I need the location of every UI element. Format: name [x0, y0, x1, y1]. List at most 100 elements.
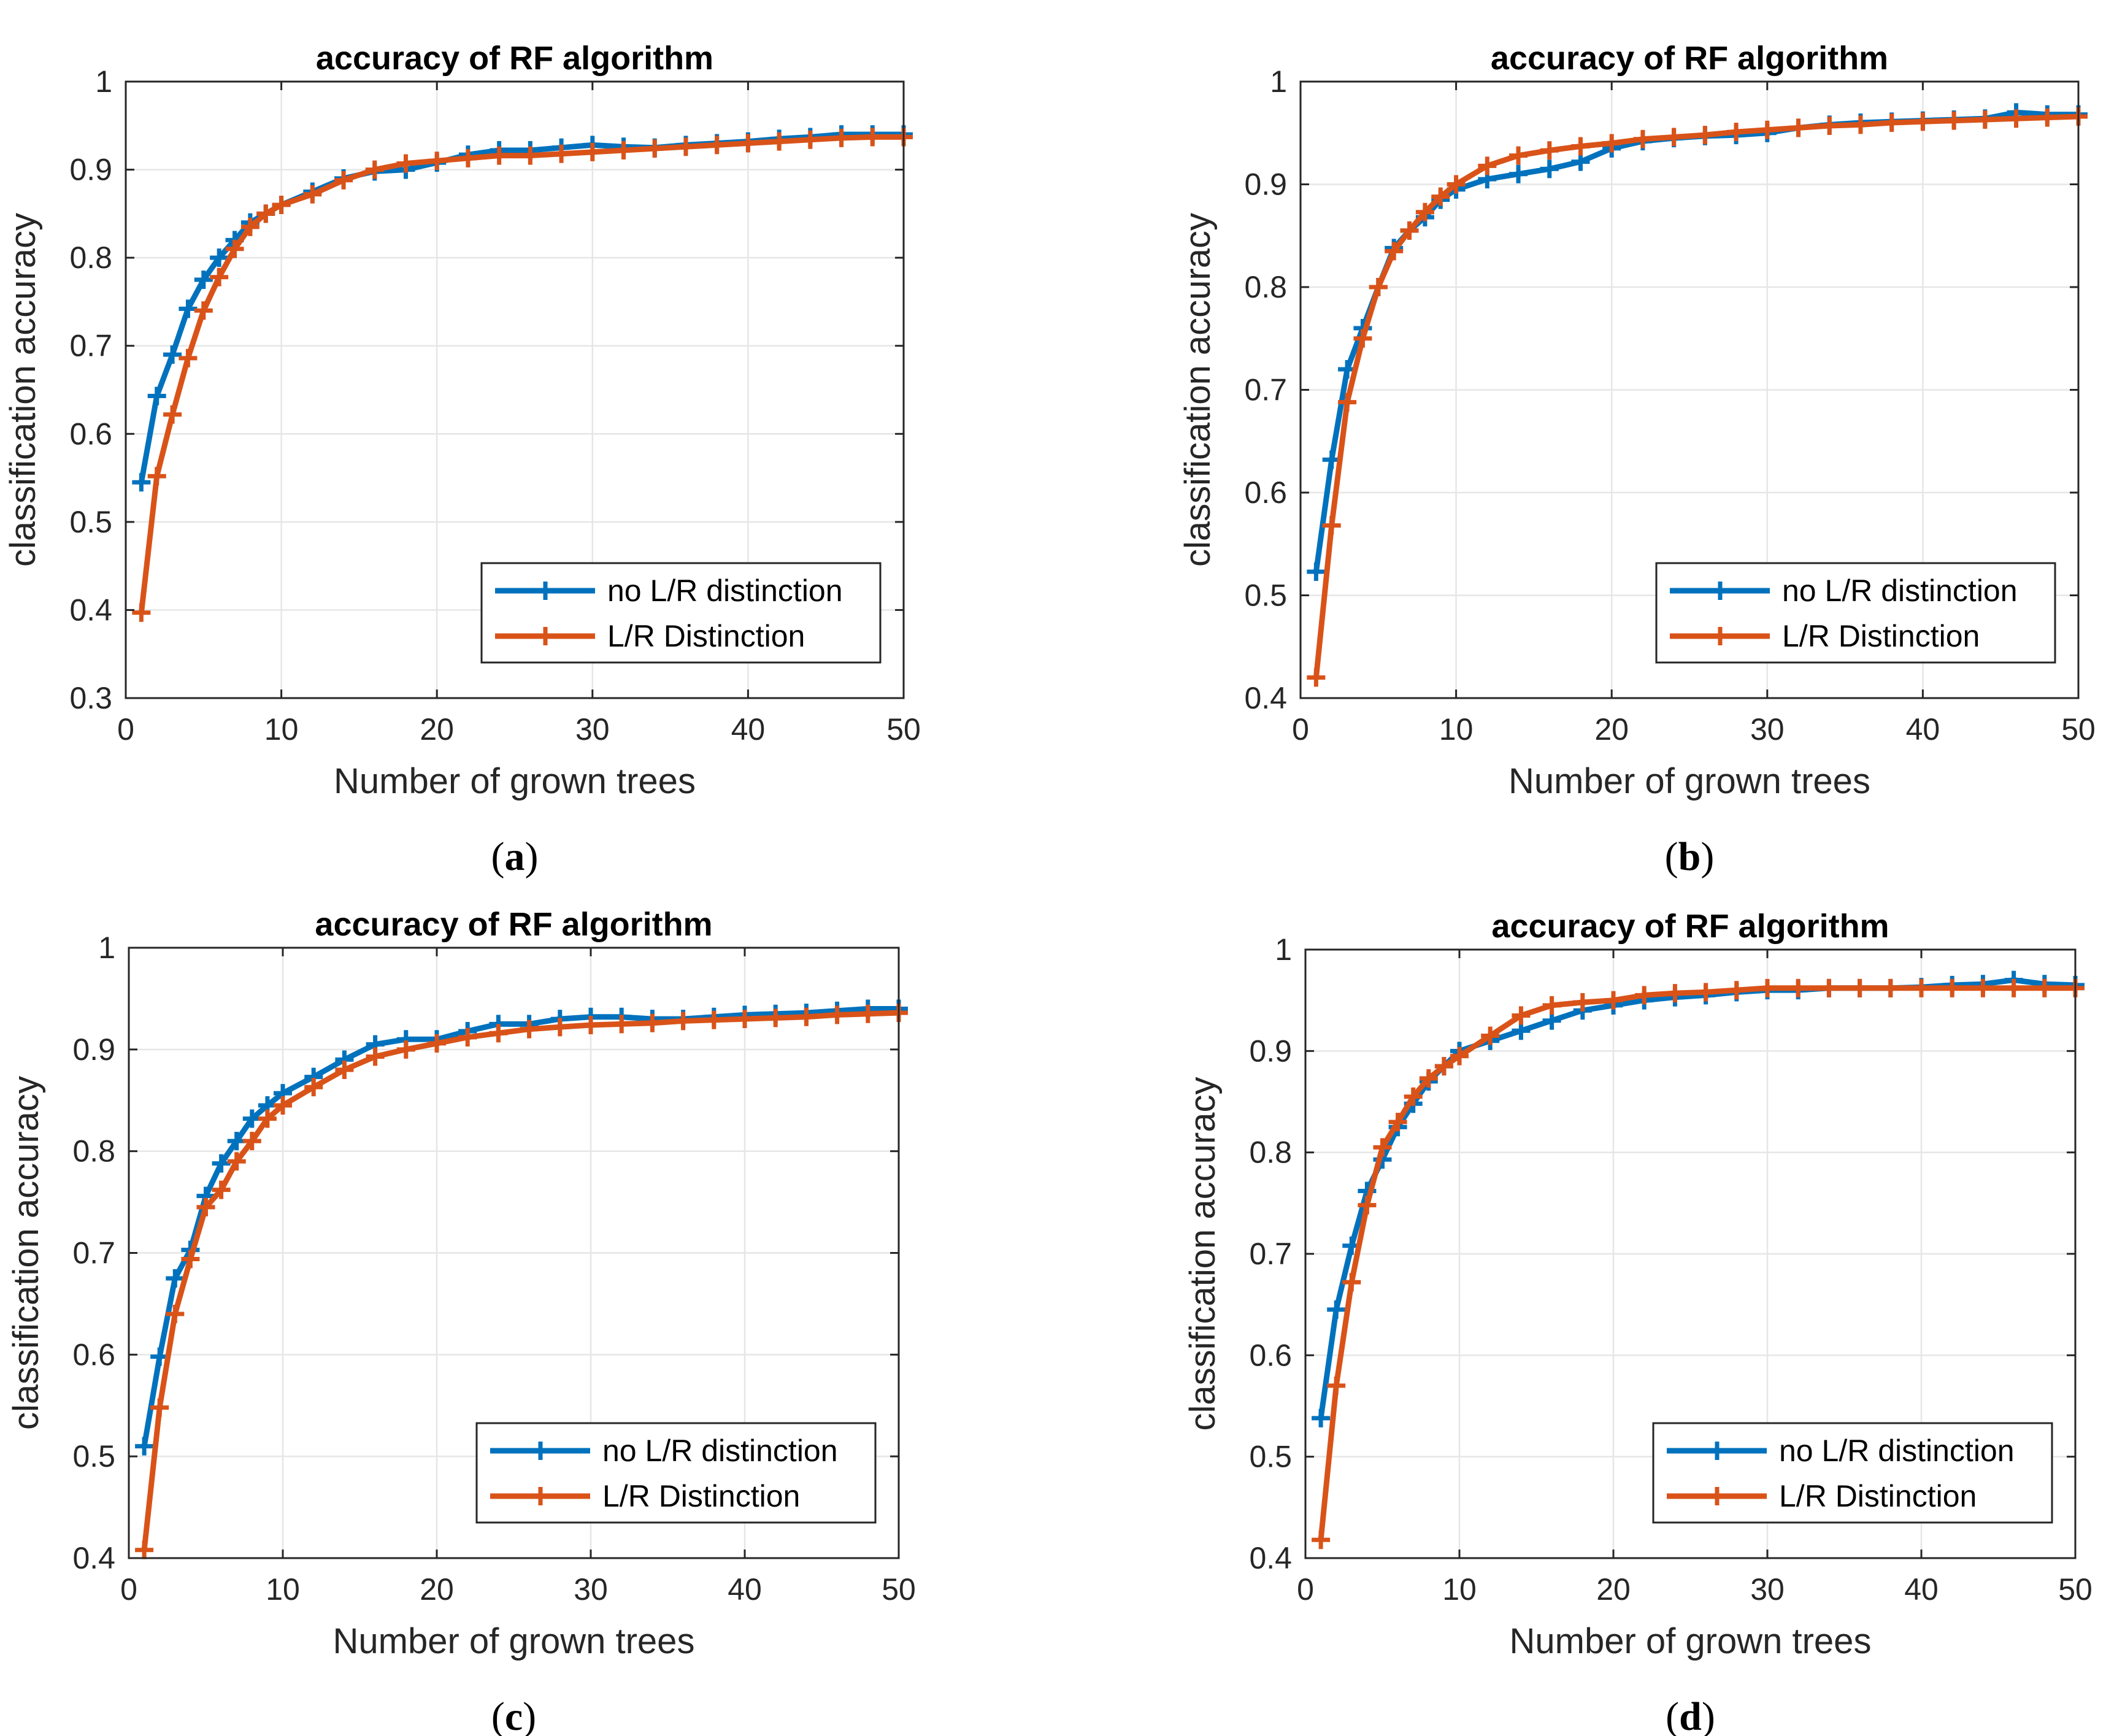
y-axis-label: classification accuracy — [1178, 213, 1218, 567]
data-point-marker — [1327, 1376, 1346, 1395]
legend-label: no L/R distinction — [1779, 1434, 2015, 1468]
data-point-marker — [1478, 156, 1497, 175]
data-point-marker — [1353, 329, 1372, 348]
data-point-marker — [736, 1010, 754, 1029]
data-point-marker — [225, 239, 244, 258]
y-tick-label: 0.9 — [1249, 1034, 1292, 1068]
legend-label: no L/R distinction — [602, 1434, 838, 1468]
data-point-marker — [196, 1197, 215, 1216]
y-tick-label: 0.4 — [1244, 681, 1287, 715]
data-point-marker — [583, 142, 602, 161]
data-point-marker — [1851, 115, 1870, 134]
data-point-marker — [428, 1034, 446, 1053]
y-tick-label: 0.6 — [69, 417, 112, 451]
x-tick-label: 0 — [1297, 1572, 1314, 1607]
data-point-marker — [1307, 562, 1326, 581]
panel-caption-letter: c — [505, 1694, 523, 1736]
data-point-marker — [458, 148, 477, 167]
data-point-marker — [676, 137, 695, 156]
y-tick-label: 0.9 — [69, 153, 112, 187]
x-tick-label: 50 — [882, 1572, 916, 1607]
legend-label: L/R Distinction — [607, 619, 805, 653]
data-point-marker — [212, 1180, 231, 1199]
y-tick-label: 0.5 — [72, 1439, 115, 1473]
x-axis-label: Number of grown trees — [333, 1621, 695, 1661]
data-point-marker — [1850, 978, 1869, 997]
y-tick-label: 0.7 — [72, 1236, 115, 1270]
data-point-marker — [1450, 1047, 1469, 1066]
data-point-marker — [1419, 1069, 1438, 1088]
data-point-marker — [256, 204, 275, 223]
data-point-marker — [1602, 134, 1621, 153]
y-tick-label: 0.7 — [1244, 373, 1287, 407]
x-tick-label: 20 — [420, 712, 454, 747]
data-point-marker — [707, 136, 726, 155]
data-point-marker — [366, 1047, 385, 1066]
x-tick-label: 40 — [728, 1572, 762, 1607]
y-tick-label: 1 — [95, 64, 112, 99]
panel-caption-letter: a — [505, 834, 525, 879]
y-tick-label: 0.9 — [72, 1032, 115, 1067]
data-point-marker — [643, 1013, 662, 1032]
data-point-marker — [1434, 1057, 1453, 1076]
data-point-marker — [396, 154, 415, 173]
data-point-marker — [194, 271, 213, 290]
data-point-marker — [674, 1012, 693, 1031]
y-tick-label: 1 — [1270, 64, 1287, 99]
data-point-marker — [770, 132, 789, 151]
data-point-marker — [132, 603, 151, 622]
data-point-marker — [242, 1132, 261, 1151]
legend-box — [475, 1422, 877, 1524]
data-point-marker — [179, 299, 198, 318]
y-tick-label: 0.9 — [1244, 167, 1287, 202]
panel-caption: (b) — [1665, 834, 1715, 879]
chart-title: accuracy of RF algorithm — [1491, 40, 1888, 77]
data-point-marker — [194, 301, 213, 320]
data-point-marker — [1882, 113, 1901, 132]
legend: no L/R distinction L/R Distinction — [475, 1422, 877, 1524]
data-point-marker — [1373, 1138, 1392, 1157]
panel-caption-letter: b — [1678, 834, 1701, 879]
data-point-marker — [1542, 996, 1561, 1015]
data-point-marker — [1604, 991, 1623, 1010]
x-tick-label: 0 — [120, 1572, 137, 1607]
y-tick-label: 0.7 — [69, 329, 112, 363]
x-tick-label: 40 — [731, 712, 766, 747]
data-point-marker — [1369, 278, 1388, 296]
data-point-marker — [227, 1132, 246, 1151]
data-point-marker — [704, 1010, 723, 1029]
x-tick-label: 10 — [266, 1572, 300, 1607]
chart-panel-a: 0 10 20 30 40 50 0.3 0.4 0.5 0.6 0.7 0.8 0.9 1 accurac… — [3, 40, 921, 879]
data-point-marker — [1571, 137, 1590, 156]
data-point-marker — [1789, 118, 1808, 137]
data-point-marker — [458, 1027, 477, 1047]
data-point-marker — [1758, 120, 1777, 139]
data-point-marker — [550, 1018, 569, 1037]
data-point-marker — [1727, 981, 1746, 1000]
data-point-marker — [150, 1398, 169, 1417]
data-point-marker — [520, 1020, 539, 1039]
x-tick-label: 10 — [264, 712, 299, 747]
x-tick-label: 20 — [1594, 712, 1629, 747]
data-point-marker — [1540, 159, 1559, 179]
x-tick-label: 30 — [1750, 1572, 1785, 1607]
data-point-marker — [210, 248, 229, 267]
x-tick-label: 10 — [1439, 712, 1474, 747]
data-point-marker — [1509, 164, 1528, 183]
data-point-marker — [1913, 112, 1932, 131]
panel-caption-letter: d — [1679, 1694, 1702, 1736]
data-point-marker — [582, 1016, 600, 1035]
data-point-marker — [365, 160, 384, 179]
axes-box — [125, 80, 905, 699]
legend: no L/R distinction L/R Distinction — [1655, 562, 2056, 664]
x-tick-label: 50 — [2061, 712, 2096, 747]
y-tick-label: 0.5 — [1244, 578, 1287, 613]
x-tick-label: 40 — [1906, 712, 1940, 747]
data-point-marker — [1973, 978, 1993, 997]
data-point-marker — [1758, 978, 1777, 997]
chart-title: accuracy of RF algorithm — [1491, 908, 1889, 945]
legend-label: L/R Distinction — [1779, 1479, 1977, 1513]
data-point-marker — [2004, 978, 2023, 997]
y-tick-label: 0.7 — [1249, 1237, 1292, 1271]
